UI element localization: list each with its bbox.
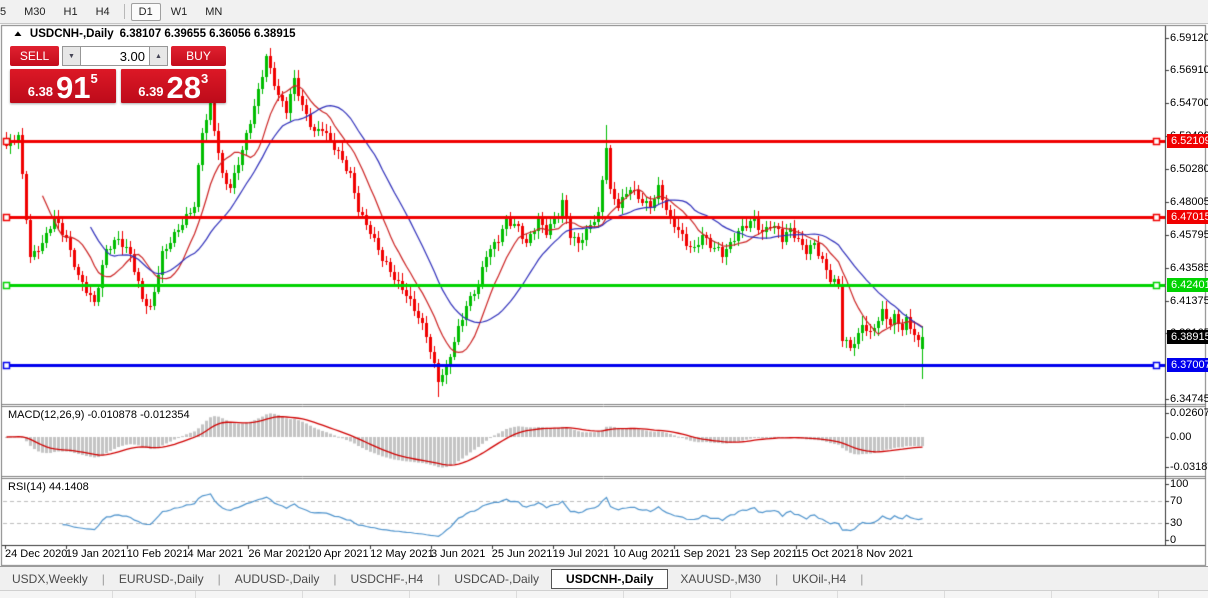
status-cell-divider: [409, 591, 410, 598]
buy-price-pipette: 3: [201, 71, 209, 86]
chart-tab-audusd-[interactable]: AUDUSD-,Daily: [234, 572, 320, 586]
timeframe-button-d1[interactable]: D1: [130, 2, 161, 21]
chart-title: ▲ USDCNH-,Daily 6.38107 6.39655 6.36056 6.…: [12, 28, 296, 40]
sell-button[interactable]: SELL: [10, 46, 59, 66]
chart-tab-eurusd-[interactable]: EURUSD-,Daily: [118, 572, 204, 586]
status-cell-divider: [1051, 591, 1052, 598]
status-cell-divider: [112, 591, 113, 598]
price-axis-tick: 6.56910: [1170, 64, 1208, 77]
tab-separator: |: [437, 572, 441, 586]
price-axis-tick: 6.59120: [1170, 31, 1208, 44]
status-cell-divider: [302, 591, 303, 598]
chart-tab-usdcnh-[interactable]: USDCNH-,Daily: [551, 569, 669, 589]
date-axis-label: 25 Jun 2021: [491, 548, 553, 560]
volume-decrease-icon[interactable]: ▼: [62, 46, 80, 66]
status-cell-divider: [837, 591, 838, 598]
volume-input[interactable]: [80, 46, 150, 66]
rsi-axis-tick: 70: [1170, 494, 1183, 507]
status-cell-divider: [944, 591, 945, 598]
rsi-indicator-label: RSI(14) 44.1408: [8, 481, 89, 493]
chart-tab-ukoil-[interactable]: UKOil-,H4: [792, 572, 847, 586]
chart-tab-usdcad-[interactable]: USDCAD-,Daily: [454, 572, 540, 586]
price-axis-tick: 6.41375: [1170, 294, 1208, 307]
sell-price-panel[interactable]: 6.38 91 5: [10, 69, 116, 103]
chart-symbol: USDCNH-,Daily: [29, 28, 114, 40]
status-cell-divider: [730, 591, 731, 598]
date-axis-label: 20 Apr 2021: [309, 548, 369, 560]
price-axis-tick: 6.48005: [1170, 196, 1208, 209]
tab-separator: |: [217, 572, 221, 586]
chart-ohlc: 6.38107 6.39655 6.36056 6.38915: [119, 28, 296, 40]
date-axis-label: 23 Sep 2021: [735, 548, 798, 560]
date-axis-label: 19 Jan 2021: [65, 548, 127, 560]
price-axis-tick: 6.43585: [1170, 261, 1208, 274]
price-line-label[interactable]: 6.47015: [1167, 210, 1208, 224]
tab-separator: |: [860, 572, 864, 586]
price-axis-tick: 6.50280: [1170, 162, 1208, 175]
tab-separator: |: [775, 572, 779, 586]
price-line-label[interactable]: 6.42401: [1167, 278, 1208, 293]
buy-button[interactable]: BUY: [171, 46, 226, 66]
tab-separator: |: [101, 572, 105, 586]
volume-spinner: ▼ ▲: [62, 46, 168, 66]
status-cell-divider: [516, 591, 517, 598]
status-cell-divider: [623, 591, 624, 598]
date-axis-label: 3 Jun 2021: [430, 548, 486, 560]
timeframe-button-m30[interactable]: M30: [24, 5, 46, 18]
price-axis-tick: 6.34745: [1170, 392, 1208, 405]
price-axis-tick: 6.45795: [1170, 229, 1208, 242]
collapse-panel-icon[interactable]: ▲: [12, 29, 24, 38]
sell-price-big-figure: 6.38: [27, 84, 54, 99]
date-axis-label: 4 Mar 2021: [187, 548, 244, 560]
toolbar-separator: [123, 4, 125, 19]
status-cell-divider: [195, 591, 196, 598]
one-click-trading-panel: SELL ▼ ▲ BUY 6.38 91 5 6.39 28 3: [10, 46, 226, 103]
timeframe-button-h4[interactable]: H4: [95, 5, 110, 18]
timeframe-button-w1[interactable]: W1: [170, 5, 188, 18]
timeframe-toolbar: 5 M30 H1 H4 D1 W1 MN: [0, 0, 1208, 24]
timeframe-button-5[interactable]: 5: [0, 5, 7, 18]
tab-separator: |: [333, 572, 337, 586]
date-axis-label: 1 Sep 2021: [674, 548, 731, 560]
macd-indicator-label: MACD(12,26,9) -0.010878 -0.012354: [8, 409, 190, 421]
macd-axis-tick: 0.00: [1170, 431, 1192, 443]
status-bar: [0, 590, 1208, 598]
price-line-label[interactable]: 6.52109: [1167, 134, 1208, 149]
chart-tab-xauusd-[interactable]: XAUUSD-,M30: [680, 572, 762, 586]
timeframe-button-mn[interactable]: MN: [205, 5, 223, 18]
date-axis-label: 10 Feb 2021: [126, 548, 189, 560]
chart-tab-bar: USDX,Weekly | EURUSD-,Daily | AUDUSD-,Daily |…: [0, 566, 1208, 591]
chart-tab-usdx[interactable]: USDX,Weekly: [12, 572, 88, 586]
macd-axis-tick: -0.03187: [1170, 460, 1208, 473]
date-axis-label: 12 May 2021: [370, 548, 434, 560]
date-axis-label: 15 Oct 2021: [796, 548, 856, 560]
buy-price-panel[interactable]: 6.39 28 3: [120, 69, 226, 105]
date-axis-label: 19 Jul 2021: [552, 548, 610, 560]
rsi-axis-tick: 0: [1170, 534, 1177, 546]
sell-price-pipette: 5: [90, 71, 98, 86]
price-line-label[interactable]: 6.38915: [1167, 330, 1208, 345]
date-axis-label: 8 Nov 2021: [856, 548, 914, 560]
date-axis-label: 26 Mar 2021: [248, 548, 311, 560]
chart-tab-usdchf-[interactable]: USDCHF-,H4: [350, 572, 424, 586]
buy-price-big-figure: 6.39: [138, 84, 164, 99]
status-cell-divider: [1158, 591, 1159, 598]
buy-price-pips: 28: [166, 70, 202, 105]
rsi-axis-tick: 30: [1170, 517, 1183, 530]
price-line-label[interactable]: 6.37007: [1167, 358, 1208, 373]
sell-price-pips: 91: [56, 70, 91, 105]
volume-increase-icon[interactable]: ▲: [150, 46, 168, 66]
price-axis-tick: 6.54700: [1170, 97, 1208, 110]
rsi-axis-tick: 100: [1170, 478, 1189, 490]
date-axis-label: 24 Dec 2020: [5, 548, 68, 560]
timeframe-button-h1[interactable]: H1: [63, 5, 78, 18]
date-axis-label: 10 Aug 2021: [613, 548, 676, 560]
macd-axis-tick: 0.02607: [1170, 406, 1208, 419]
